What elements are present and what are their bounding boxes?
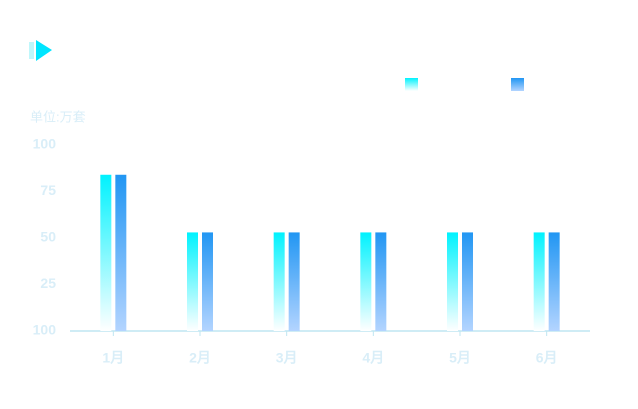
bar: [447, 232, 458, 331]
bar: [100, 174, 112, 331]
bar: [115, 174, 127, 331]
y-tick-label: 100: [33, 136, 57, 152]
bar: [462, 232, 473, 331]
bar: [202, 232, 213, 331]
x-tick-label: 3月: [276, 350, 298, 366]
y-tick-label: 25: [40, 275, 56, 291]
bar: [360, 232, 372, 331]
bar: [187, 232, 198, 331]
bar: [548, 232, 560, 331]
y-tick-label: 100: [33, 322, 57, 338]
x-tick-label: 5月: [449, 350, 471, 366]
bar: [273, 232, 285, 331]
legend-swatch: [405, 78, 418, 91]
legend-swatch: [511, 78, 524, 91]
bar: [533, 232, 545, 331]
x-tick-label: 4月: [362, 350, 384, 366]
y-axis-title: 单位:万套: [30, 109, 86, 124]
x-tick-label: 1月: [102, 350, 124, 366]
x-tick-label: 6月: [536, 350, 558, 366]
bar: [288, 232, 300, 331]
title-icon: [29, 40, 52, 61]
y-tick-label: 50: [40, 229, 56, 245]
x-tick-label: 2月: [189, 350, 211, 366]
y-tick-label: 75: [40, 182, 56, 198]
bar: [375, 232, 387, 331]
